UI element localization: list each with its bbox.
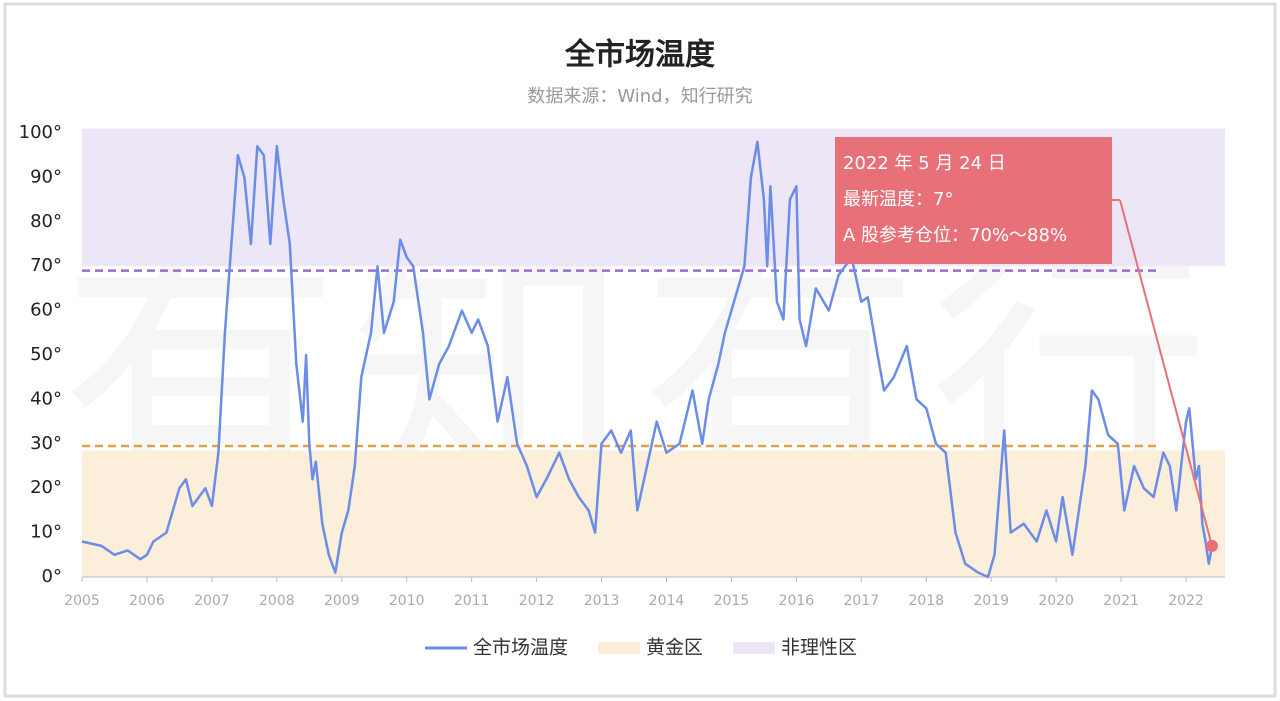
y-tick-label: 60° (30, 300, 62, 321)
annotation-text: 2022 年 5 月 24 日 (843, 153, 1006, 174)
y-tick-label: 80° (30, 211, 62, 232)
y-tick-label: 30° (30, 433, 62, 454)
x-tick-label: 2018 (908, 593, 944, 609)
frame (3, 2, 1277, 698)
annotation-text: 最新温度：7° (843, 189, 953, 210)
legend-swatch (733, 642, 776, 654)
legend-swatch (598, 642, 641, 654)
x-tick-label: 2015 (714, 593, 750, 609)
y-tick-label: 40° (30, 388, 62, 409)
x-tick-label: 2010 (389, 593, 425, 609)
band (82, 450, 1225, 577)
x-tick-label: 2012 (519, 593, 555, 609)
x-tick-label: 2017 (843, 593, 879, 609)
latest-point (1206, 539, 1219, 552)
x-tick-label: 2009 (324, 593, 360, 609)
y-tick-label: 100° (19, 122, 62, 143)
x-tick-label: 2013 (584, 593, 620, 609)
y-tick-label: 10° (30, 522, 62, 543)
x-tick-label: 2019 (973, 593, 1009, 609)
y-tick-label: 20° (30, 477, 62, 498)
annotation-text: A 股参考仓位：70%～88% (843, 225, 1067, 246)
x-tick-label: 2020 (1038, 593, 1074, 609)
chart-subtitle: 数据来源：Wind，知行研究 (527, 86, 752, 107)
chart-title: 全市场温度 (564, 38, 715, 73)
annotation-connector (1119, 199, 1213, 547)
x-tick-label: 2011 (454, 593, 490, 609)
legend-label: 黄金区 (646, 637, 703, 659)
legend-label: 非理性区 (781, 637, 857, 659)
y-tick-label: 70° (30, 255, 62, 276)
x-tick-label: 2006 (129, 593, 165, 609)
legend-label: 全市场温度 (473, 637, 568, 659)
x-tick-label: 2021 (1103, 593, 1139, 609)
x-tick-label: 2022 (1168, 593, 1204, 609)
x-tick-label: 2016 (779, 593, 815, 609)
x-tick-label: 2014 (649, 593, 685, 609)
annotation-box (835, 137, 1112, 264)
x-tick-label: 2005 (64, 593, 100, 609)
x-tick-label: 2007 (194, 593, 230, 609)
y-tick-label: 0° (42, 566, 62, 587)
y-tick-label: 90° (30, 166, 62, 187)
series-line (81, 140, 1214, 579)
x-tick-label: 2008 (259, 593, 295, 609)
y-tick-label: 50° (30, 344, 62, 365)
